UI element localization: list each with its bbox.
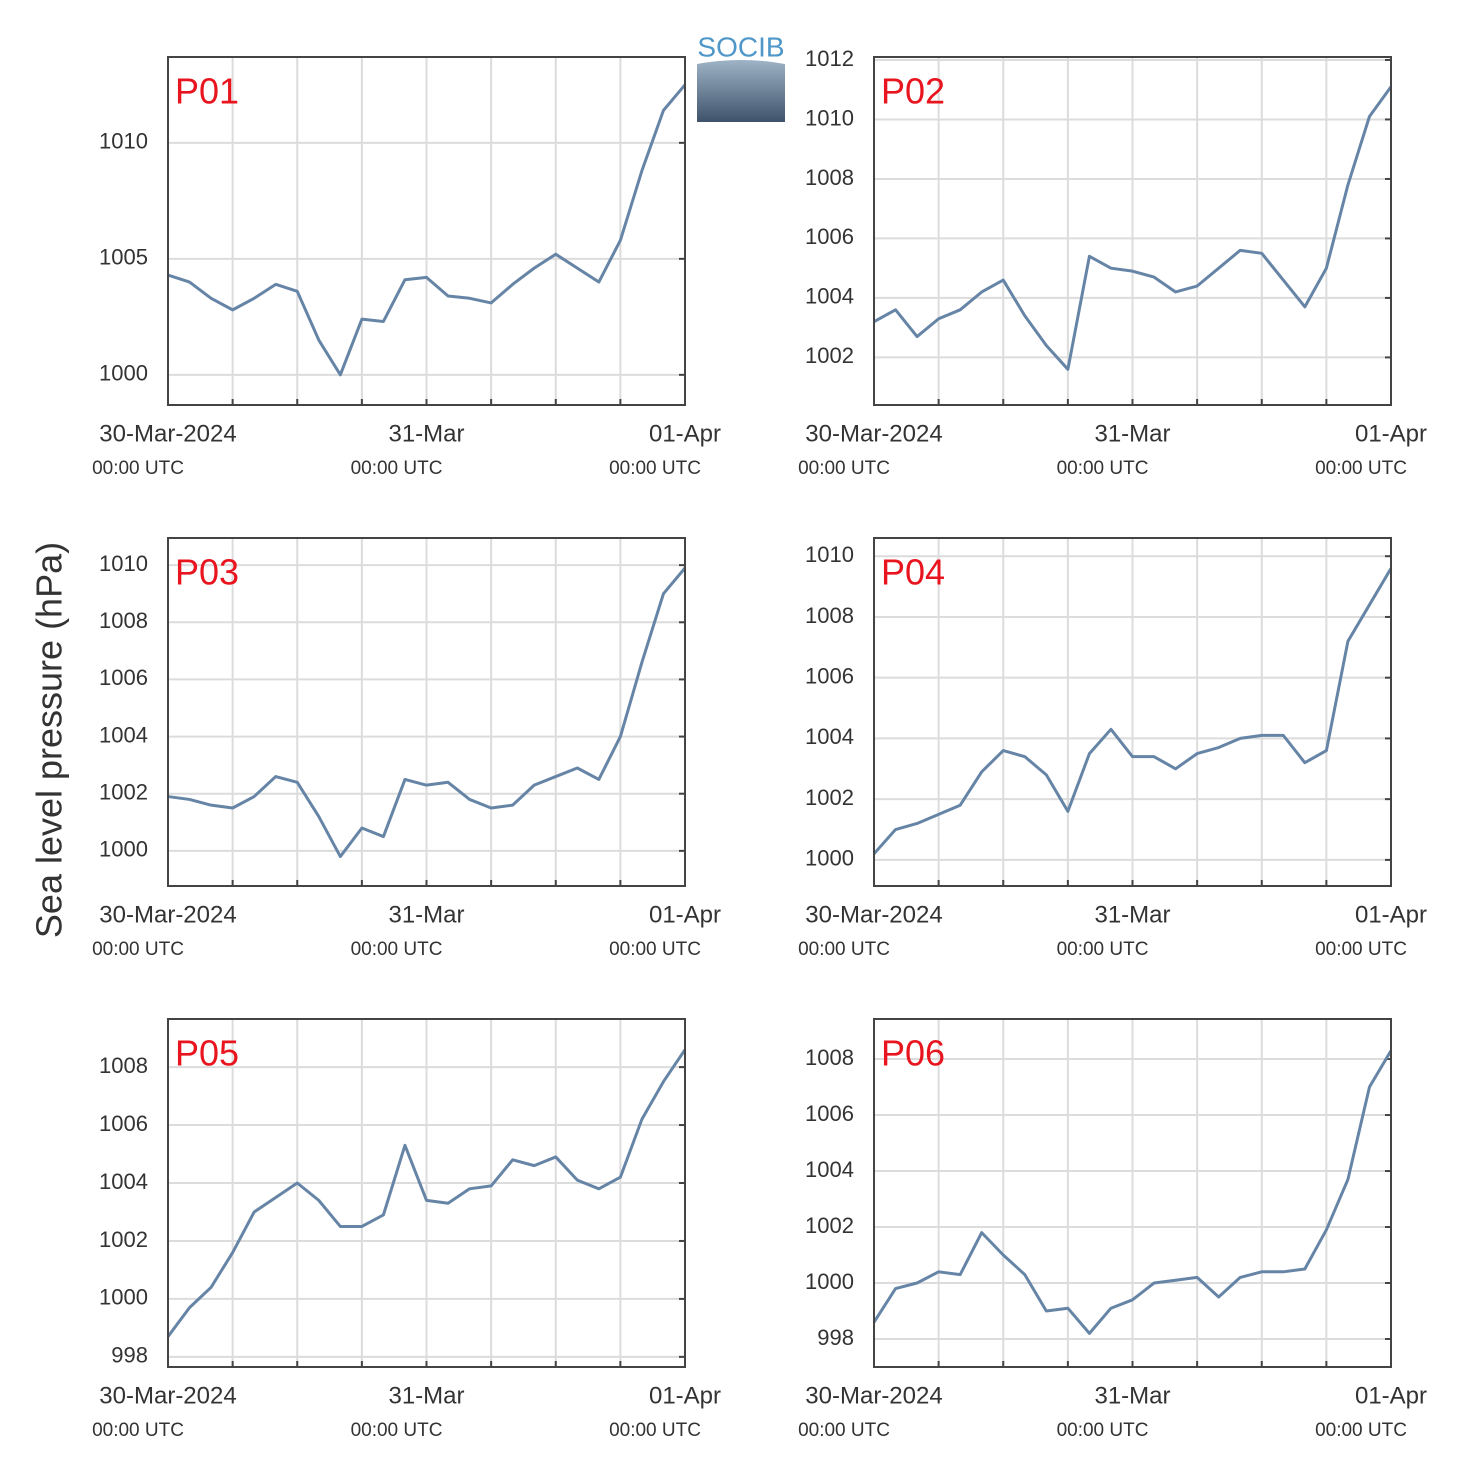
y-tick-label: 1004 <box>805 1157 854 1182</box>
panel-title: P04 <box>881 552 945 593</box>
plot-frame <box>167 1018 686 1368</box>
y-tick-label: 998 <box>817 1325 854 1350</box>
x-tick-sublabel: 00:00 UTC <box>1057 939 1149 960</box>
y-tick-label: 1000 <box>805 1269 854 1294</box>
x-tick-sublabel: 00:00 UTC <box>609 1420 701 1441</box>
plot-frame <box>873 1018 1392 1368</box>
x-tick-label: 31-Mar <box>388 420 464 447</box>
x-tick-label: 01-Apr <box>649 901 721 928</box>
data-line <box>873 85 1393 371</box>
x-tick-sublabel: 00:00 UTC <box>351 1420 443 1441</box>
x-tick-label: 31-Mar <box>1094 1382 1170 1409</box>
data-line <box>872 567 1393 855</box>
x-tick-sublabel: 00:00 UTC <box>1315 458 1407 479</box>
x-tick-sublabel: 00:00 UTC <box>92 1420 184 1441</box>
x-tick-label: 30-Mar-2024 <box>805 420 942 447</box>
y-tick-label: 1004 <box>805 284 854 309</box>
x-tick-sublabel: 00:00 UTC <box>1057 458 1149 479</box>
y-tick-label: 1006 <box>805 1101 854 1126</box>
plot-frame <box>873 537 1392 887</box>
x-tick-sublabel: 00:00 UTC <box>1315 1420 1407 1441</box>
y-tick-label: 1000 <box>99 361 148 386</box>
y-tick-label: 1000 <box>805 846 854 871</box>
data-line <box>872 1049 1393 1335</box>
data-line <box>166 1048 687 1338</box>
plot-frame <box>873 56 1392 406</box>
panel-title: P05 <box>175 1033 239 1074</box>
panel: 30-Mar-2024 00:00 UTC 31-Mar 00:00 UTC 01-Ap… <box>92 56 721 479</box>
y-tick-label: 1008 <box>99 1053 148 1078</box>
x-tick-sublabel: 00:00 UTC <box>1315 939 1407 960</box>
x-tick-label: 01-Apr <box>649 420 721 447</box>
y-tick-label: 1000 <box>99 837 148 862</box>
y-tick-label: 1002 <box>99 1227 148 1252</box>
y-tick-label: 1008 <box>805 165 854 190</box>
panel-title: P01 <box>175 71 239 112</box>
x-tick-sublabel: 00:00 UTC <box>609 939 701 960</box>
data-line <box>167 83 687 377</box>
y-tick-label: 1002 <box>805 785 854 810</box>
logo: SOCIB <box>697 31 785 122</box>
plot-frame <box>167 56 686 406</box>
y-tick-label: 1000 <box>99 1285 148 1310</box>
y-tick-label: 1004 <box>99 722 148 747</box>
x-tick-label: 31-Mar <box>1094 420 1170 447</box>
x-tick-label: 30-Mar-2024 <box>805 901 942 928</box>
y-tick-label: 1010 <box>99 551 148 576</box>
y-tick-label: 1008 <box>805 1045 854 1070</box>
logo-text: SOCIB <box>697 31 784 62</box>
x-tick-sublabel: 00:00 UTC <box>609 458 701 479</box>
panel: 30-Mar-2024 00:00 UTC 31-Mar 00:00 UTC 01-Ap… <box>92 537 721 960</box>
panel: 30-Mar-2024 00:00 UTC 31-Mar 00:00 UTC 01-Ap… <box>798 46 1427 479</box>
x-tick-label: 31-Mar <box>1094 901 1170 928</box>
panel: 30-Mar-2024 00:00 UTC 31-Mar 00:00 UTC 01-Ap… <box>798 537 1427 960</box>
x-tick-label: 01-Apr <box>1355 1382 1427 1409</box>
x-tick-sublabel: 00:00 UTC <box>1057 1420 1149 1441</box>
y-tick-label: 1010 <box>805 542 854 567</box>
y-tick-label: 1008 <box>805 603 854 628</box>
y-tick-label: 1004 <box>99 1169 148 1194</box>
panel: 30-Mar-2024 00:00 UTC 31-Mar 00:00 UTC 01-Ap… <box>798 1018 1427 1441</box>
x-tick-sublabel: 00:00 UTC <box>798 1420 890 1441</box>
x-tick-label: 30-Mar-2024 <box>99 420 236 447</box>
panel: 30-Mar-2024 00:00 UTC 31-Mar 00:00 UTC 01-Ap… <box>92 1018 721 1441</box>
x-tick-sublabel: 00:00 UTC <box>351 939 443 960</box>
y-tick-label: 1002 <box>805 343 854 368</box>
y-tick-label: 1006 <box>805 663 854 688</box>
y-tick-label: 1006 <box>99 665 148 690</box>
y-tick-label: 998 <box>111 1343 148 1368</box>
y-tick-label: 1006 <box>99 1111 148 1136</box>
y-tick-label: 1012 <box>805 46 854 71</box>
y-axis-label: Sea level pressure (hPa) <box>29 542 70 938</box>
logo-shape <box>697 60 785 122</box>
x-tick-label: 01-Apr <box>1355 901 1427 928</box>
panel-title: P02 <box>881 71 945 112</box>
y-tick-label: 1002 <box>805 1213 854 1238</box>
x-tick-label: 31-Mar <box>388 1382 464 1409</box>
x-tick-label: 30-Mar-2024 <box>805 1382 942 1409</box>
y-tick-label: 1006 <box>805 224 854 249</box>
x-tick-label: 01-Apr <box>649 1382 721 1409</box>
x-tick-label: 31-Mar <box>388 901 464 928</box>
x-tick-sublabel: 00:00 UTC <box>798 458 890 479</box>
x-tick-label: 30-Mar-2024 <box>99 901 236 928</box>
x-tick-sublabel: 00:00 UTC <box>92 939 184 960</box>
y-tick-label: 1004 <box>805 724 854 749</box>
y-tick-label: 1008 <box>99 608 148 633</box>
plot-frame <box>167 537 686 887</box>
panel-title: P03 <box>175 552 239 593</box>
y-tick-label: 1010 <box>99 129 148 154</box>
x-tick-sublabel: 00:00 UTC <box>351 458 443 479</box>
y-tick-label: 1005 <box>99 245 148 270</box>
panel-title: P06 <box>881 1033 945 1074</box>
y-tick-label: 1010 <box>805 105 854 130</box>
y-tick-label: 1002 <box>99 780 148 805</box>
x-tick-label: 30-Mar-2024 <box>99 1382 236 1409</box>
x-tick-sublabel: 00:00 UTC <box>92 458 184 479</box>
x-tick-label: 01-Apr <box>1355 420 1427 447</box>
data-line <box>167 567 687 859</box>
x-tick-sublabel: 00:00 UTC <box>798 939 890 960</box>
